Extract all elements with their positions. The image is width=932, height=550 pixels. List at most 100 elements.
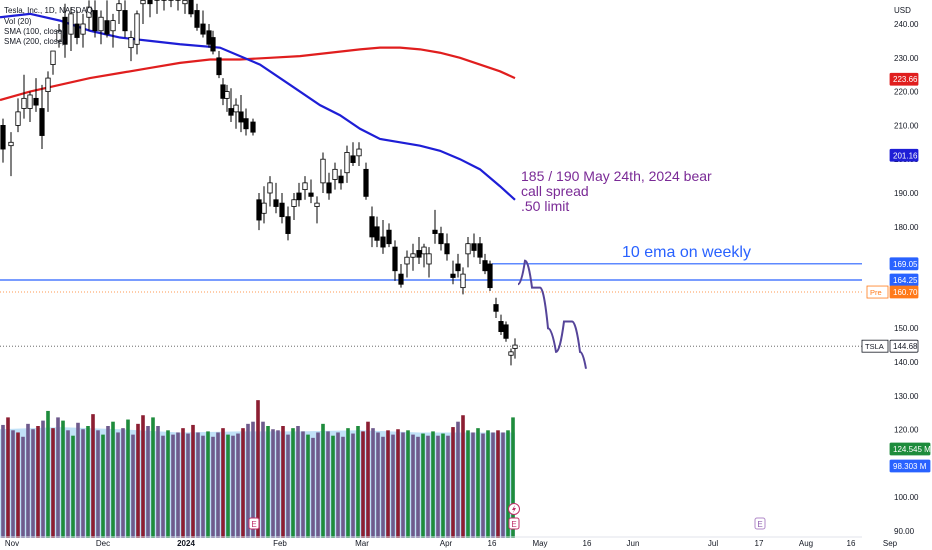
volume-bar	[41, 420, 45, 538]
candle-body	[369, 216, 375, 238]
volume-bar	[466, 430, 470, 538]
candle-body	[256, 199, 262, 221]
candle-body	[465, 243, 471, 255]
price-label-box	[889, 257, 919, 271]
candle-body	[250, 121, 256, 133]
y-tick-label: 140.00	[894, 358, 919, 367]
volume-bar	[236, 433, 240, 538]
indicator-legend-item[interactable]: SMA (200, close)	[4, 37, 65, 46]
dividend-lightning-icon[interactable]	[508, 503, 520, 515]
volume-bar	[271, 429, 275, 538]
volume-bar	[181, 428, 185, 538]
y-tick-label: 220.00	[894, 88, 919, 97]
volume-bar	[281, 426, 285, 538]
volume-bar	[121, 428, 125, 538]
volume-bar	[286, 434, 290, 538]
volume-bar	[256, 400, 260, 538]
volume-bar	[481, 433, 485, 538]
volume-bar	[156, 426, 160, 538]
volume-bar	[416, 436, 420, 538]
volume-bar	[266, 426, 270, 538]
volume-bar	[321, 423, 325, 538]
volume-bar	[66, 430, 70, 538]
volume-bar	[506, 430, 510, 538]
candle-body	[74, 23, 80, 38]
price-label-box	[889, 459, 931, 473]
volume-bar	[196, 432, 200, 538]
volume-bar	[396, 429, 400, 538]
candle-body	[508, 351, 514, 356]
candle-body	[267, 182, 273, 194]
volume-bar	[461, 415, 465, 538]
volume-bar	[401, 432, 405, 538]
price-label: 124.545 M	[893, 445, 931, 454]
y-tick-label: 90.00	[894, 527, 915, 536]
volume-bar	[356, 426, 360, 538]
y-tick-label: 100.00	[894, 493, 919, 502]
candle-body	[386, 229, 392, 245]
candle-body	[279, 202, 285, 218]
earnings-marker-box	[754, 517, 766, 530]
volume-bar	[131, 434, 135, 538]
volume-bar	[161, 435, 165, 538]
trade-note-line[interactable]: 185 / 190 May 24th, 2024 bear	[521, 168, 712, 184]
earnings-marker-jul[interactable]: E	[754, 517, 766, 530]
earnings-marker-jan[interactable]: E	[248, 517, 260, 530]
volume-bar	[151, 417, 155, 538]
volume-bar	[486, 430, 490, 538]
projection-path[interactable]	[517, 259, 587, 369]
volume-bar	[346, 428, 350, 538]
candle-body	[471, 243, 477, 251]
y-tick-label: 180.00	[894, 223, 919, 232]
volume-bar	[241, 428, 245, 538]
candle-body	[140, 0, 146, 5]
volume-bar	[331, 435, 335, 538]
candle-body	[432, 229, 438, 234]
candle-body	[296, 192, 302, 201]
sma-200-line[interactable]	[0, 46, 516, 102]
earnings-marker-label: E	[757, 520, 762, 529]
x-tick-label: Nov	[5, 539, 19, 548]
volume-bar	[246, 423, 250, 538]
volume-bar	[101, 434, 105, 538]
volume-bar	[381, 436, 385, 538]
price-label: 98.303 M	[893, 462, 927, 471]
trade-note-line[interactable]: call spread	[521, 183, 589, 199]
volume-bar	[446, 435, 450, 538]
ema-note[interactable]: 10 ema on weekly	[622, 244, 751, 261]
volume-bar	[221, 428, 225, 538]
sma-100-line[interactable]	[0, 12, 516, 201]
candle-body	[455, 263, 461, 272]
y-tick-label: 130.00	[894, 392, 919, 401]
earnings-marker-label: E	[251, 520, 256, 529]
trade-note-line[interactable]: .50 limit	[521, 198, 569, 214]
candle-body	[243, 118, 249, 130]
candle-body	[62, 16, 68, 45]
volume-bar	[141, 415, 145, 538]
x-tick-label: 16	[488, 539, 497, 548]
price-label-prefix: Pre	[870, 288, 882, 297]
volume-bar	[76, 422, 80, 538]
candle-body	[110, 20, 116, 32]
candle-body	[104, 20, 110, 35]
earnings-marker-apr[interactable]: E	[508, 517, 520, 530]
candle-body	[33, 97, 39, 106]
volume-bar	[166, 430, 170, 538]
x-tick-label: Sep	[883, 539, 898, 548]
volume-bar	[71, 435, 75, 538]
candle-body	[416, 250, 422, 258]
volume-bar	[231, 435, 235, 538]
candle-body	[338, 175, 344, 184]
x-tick-label: 16	[847, 539, 856, 548]
x-tick-label: May	[532, 539, 547, 548]
indicator-legend-item[interactable]: SMA (100, close)	[4, 27, 65, 36]
volume-bar	[496, 430, 500, 538]
candle-body	[285, 216, 291, 234]
indicator-legend-item[interactable]: Vol (20)	[4, 17, 32, 26]
candle-body	[450, 273, 456, 278]
volume-bar	[436, 435, 440, 538]
earnings-marker-box	[248, 517, 260, 530]
volume-bar	[91, 414, 95, 538]
volume-bar	[81, 429, 85, 538]
